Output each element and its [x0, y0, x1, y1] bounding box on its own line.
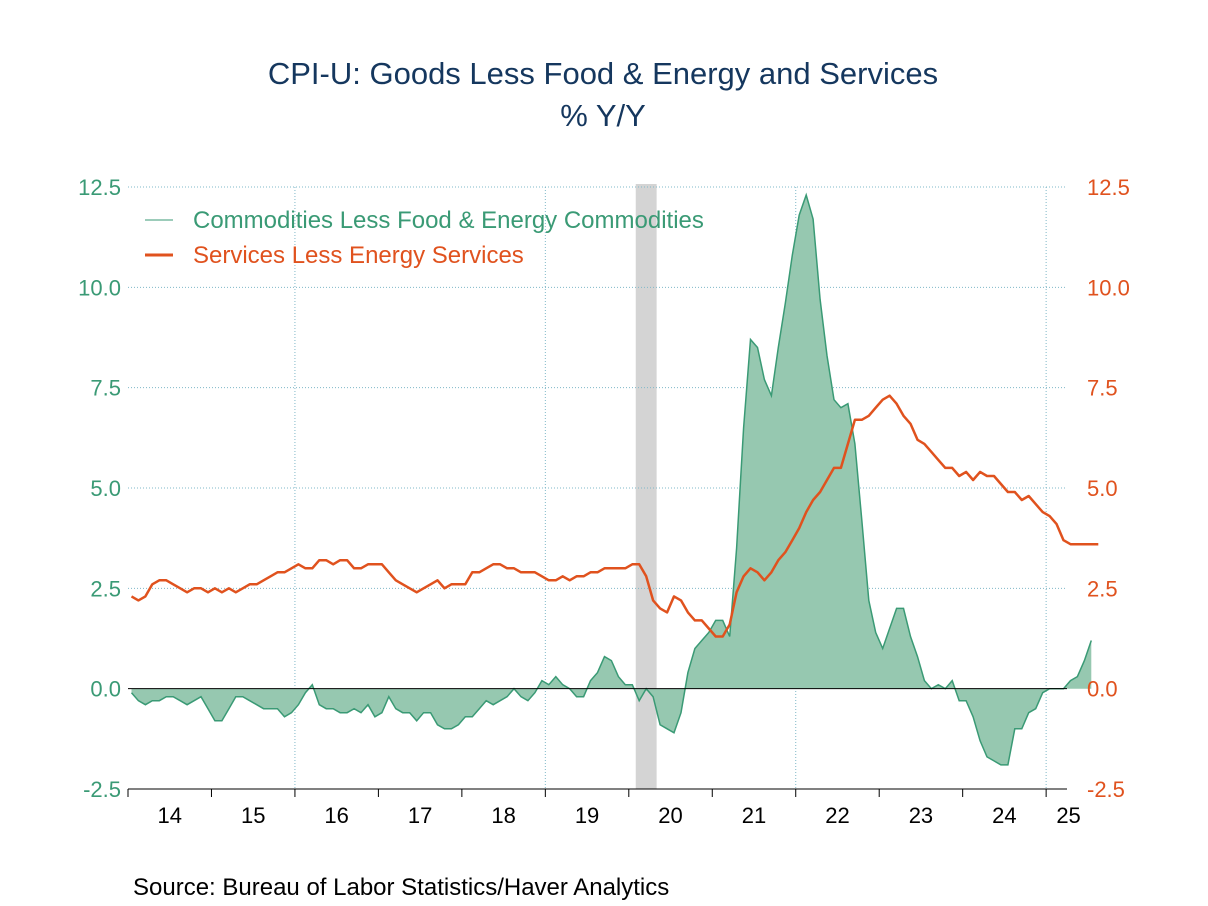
x-axis-tick-label: 24: [992, 803, 1016, 828]
x-axis-tick-label: 15: [241, 803, 265, 828]
area-layer: [130, 192, 1093, 766]
right-axis-tick-label: -2.5: [1087, 777, 1125, 802]
line-layer: [130, 394, 1099, 638]
left-axis-tick-label: 5.0: [90, 476, 121, 501]
left-axis-tick-label: 10.0: [78, 275, 121, 300]
x-axis-tick-label: 21: [742, 803, 766, 828]
x-axis-ticks: 14 15 16 17 18 19 20 21 22 23 24 25: [157, 803, 1080, 828]
recession-layer: [635, 184, 657, 789]
right-axis-tick-label: 7.5: [1087, 376, 1118, 401]
left-axis-tick-label: 12.5: [78, 175, 121, 200]
right-axis-tick-label: 0.0: [1087, 677, 1118, 702]
left-axis-ticks: 12.5 10.0 7.5 5.0 2.5 0.0 -2.5: [78, 175, 121, 802]
x-axis-tick-label: 25: [1056, 803, 1080, 828]
series-commodities-area: [131, 195, 1092, 765]
chart-subtitle: % Y/Y: [560, 98, 646, 133]
right-axis-tick-label: 2.5: [1087, 576, 1118, 601]
recession-shading: [635, 184, 657, 789]
left-axis-tick-label: -2.5: [83, 777, 121, 802]
right-axis-tick-label: 10.0: [1087, 275, 1130, 300]
x-axis-tick-label: 14: [157, 803, 181, 828]
legend-label-commodities: Commodities Less Food & Energy Commoditi…: [193, 207, 704, 234]
x-axis-tick-label: 16: [324, 803, 348, 828]
right-axis-tick-label: 12.5: [1087, 175, 1130, 200]
x-axis-tick-label: 23: [909, 803, 933, 828]
x-axis-tick-label: 18: [491, 803, 515, 828]
right-axis-tick-label: 5.0: [1087, 476, 1118, 501]
left-axis-tick-label: 2.5: [90, 576, 121, 601]
source-note: Source: Bureau of Labor Statistics/Haver…: [133, 874, 669, 901]
left-axis-tick-label: 0.0: [90, 677, 121, 702]
chart-title: CPI-U: Goods Less Food & Energy and Serv…: [268, 56, 938, 91]
legend: Commodities Less Food & Energy Commoditi…: [145, 207, 704, 269]
x-axis-tick-label: 22: [825, 803, 849, 828]
axis-layer: [127, 688, 1067, 797]
series-services-line: [130, 394, 1099, 638]
x-axis-tick-label: 17: [408, 803, 432, 828]
legend-label-services: Services Less Energy Services: [193, 242, 524, 269]
right-axis-ticks: 12.5 10.0 7.5 5.0 2.5 0.0 -2.5: [1087, 175, 1130, 802]
x-axis-tick-label: 20: [658, 803, 682, 828]
left-axis-tick-label: 7.5: [90, 376, 121, 401]
x-axis-tick-label: 19: [575, 803, 599, 828]
